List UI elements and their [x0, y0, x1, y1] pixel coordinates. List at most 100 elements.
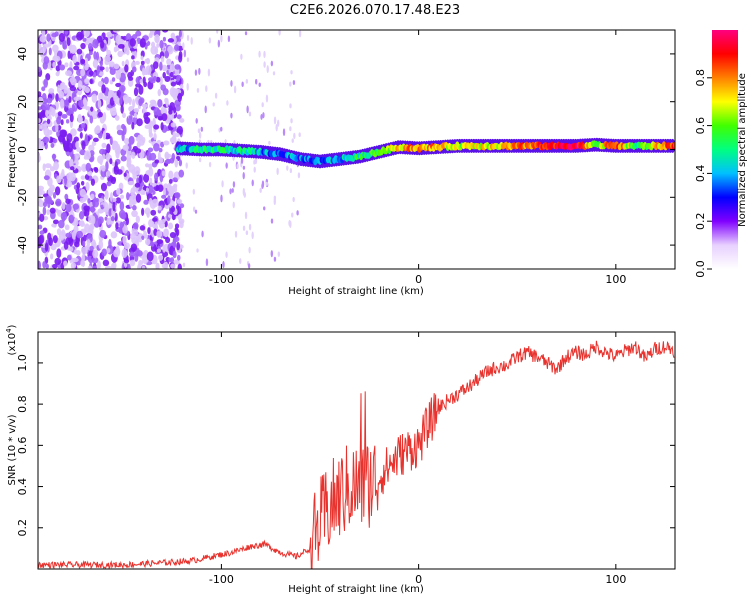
- noise-speckle: [251, 231, 254, 240]
- noise-speckle: [200, 126, 204, 132]
- noise-speckle: [147, 147, 154, 153]
- noise-speckle: [42, 261, 47, 269]
- noise-speckle: [113, 165, 118, 172]
- noise-speckle: [51, 263, 58, 269]
- noise-speckle: [50, 243, 57, 251]
- noise-speckle: [76, 48, 83, 55]
- noise-speckle: [247, 263, 251, 269]
- noise-speckle: [73, 96, 81, 102]
- noise-speckle: [38, 112, 45, 118]
- noise-speckle: [157, 99, 163, 108]
- noise-speckle: [83, 30, 90, 38]
- snr-ticks: -100 0 100 0.2 0.4 0.6 0.8 1.0: [16, 332, 675, 586]
- noise-speckle: [148, 197, 153, 205]
- noise-speckle: [132, 98, 136, 109]
- noise-speckle: [145, 57, 151, 65]
- noise-speckle: [126, 263, 131, 269]
- noise-speckle: [125, 217, 129, 226]
- noise-speckle: [196, 248, 199, 253]
- noise-speckle: [177, 92, 182, 103]
- noise-speckle: [48, 47, 52, 56]
- noise-speckle: [130, 243, 138, 252]
- snr-ytick-label: 1.0: [16, 354, 29, 372]
- figure-title: C2E6.2026.070.17.48.E23: [290, 3, 460, 18]
- noise-speckle: [179, 84, 184, 89]
- noise-speckle: [290, 118, 293, 124]
- noise-speckle: [289, 103, 292, 109]
- noise-speckle: [121, 248, 128, 258]
- noise-speckle: [133, 87, 139, 97]
- noise-speckle: [117, 124, 122, 130]
- noise-speckle: [214, 92, 218, 99]
- noise-speckle: [63, 175, 68, 186]
- noise-speckle: [94, 110, 98, 115]
- noise-speckle: [170, 257, 175, 264]
- colorbar-tick-label: 0.0: [694, 260, 707, 278]
- noise-speckle: [105, 161, 109, 171]
- noise-speckle: [217, 39, 221, 48]
- noise-speckle: [100, 182, 108, 192]
- noise-speckle: [68, 214, 75, 224]
- snr-ytick-label: 0.2: [16, 519, 29, 537]
- noise-speckle: [122, 235, 127, 245]
- noise-speckle: [154, 159, 160, 164]
- noise-speckle: [197, 128, 201, 134]
- noise-speckle: [52, 235, 58, 244]
- noise-speckle: [120, 155, 127, 162]
- noise-speckle: [138, 139, 145, 146]
- noise-speckle: [128, 135, 135, 145]
- noise-speckle: [51, 107, 56, 117]
- noise-speckle: [226, 100, 229, 106]
- spectrogram-xtick-label: -100: [209, 273, 234, 286]
- noise-speckle: [174, 44, 180, 52]
- noise-speckle: [242, 187, 246, 196]
- noise-speckle: [108, 90, 115, 97]
- noise-speckle: [93, 51, 97, 60]
- noise-speckle: [168, 109, 173, 115]
- noise-speckle: [115, 222, 119, 230]
- noise-speckle: [73, 217, 79, 227]
- noise-speckle: [143, 173, 150, 183]
- noise-speckle: [162, 186, 166, 197]
- noise-speckle: [127, 180, 135, 186]
- noise-speckle: [136, 118, 143, 127]
- noise-speckle: [142, 255, 149, 265]
- noise-speckle: [41, 102, 48, 110]
- noise-speckle: [261, 102, 264, 108]
- noise-speckle: [135, 83, 142, 88]
- noise-speckle: [192, 206, 196, 212]
- spectrogram-xtick-label: 100: [605, 273, 626, 286]
- noise-speckle: [245, 230, 249, 236]
- noise-speckle: [69, 113, 74, 123]
- noise-speckle: [146, 151, 152, 161]
- noise-speckle: [154, 172, 159, 181]
- noise-speckle: [169, 86, 176, 97]
- noise-speckle: [38, 96, 44, 106]
- noise-speckle: [123, 44, 129, 55]
- noise-speckle: [99, 60, 103, 67]
- noise-speckle: [98, 239, 104, 250]
- noise-speckle: [112, 30, 120, 33]
- noise-speckle: [69, 166, 75, 171]
- noise-speckle: [162, 251, 169, 258]
- noise-speckle: [84, 174, 90, 181]
- noise-speckle: [39, 35, 47, 43]
- noise-speckle: [183, 49, 187, 58]
- noise-speckle: [77, 127, 84, 132]
- noise-speckle: [173, 259, 180, 265]
- noise-speckle: [80, 58, 86, 65]
- noise-speckle: [220, 194, 223, 203]
- noise-speckle: [148, 163, 153, 170]
- noise-speckle: [162, 244, 166, 253]
- noise-speckle: [170, 139, 177, 144]
- noise-speckle: [150, 209, 157, 216]
- noise-speckle: [141, 265, 146, 269]
- noise-speckle: [38, 106, 42, 111]
- noise-speckle: [102, 111, 107, 122]
- noise-speckle: [76, 182, 81, 190]
- noise-speckle: [241, 81, 244, 88]
- noise-speckle: [216, 30, 219, 34]
- noise-speckle: [135, 148, 142, 154]
- noise-speckle: [161, 30, 169, 33]
- noise-speckle: [168, 257, 172, 263]
